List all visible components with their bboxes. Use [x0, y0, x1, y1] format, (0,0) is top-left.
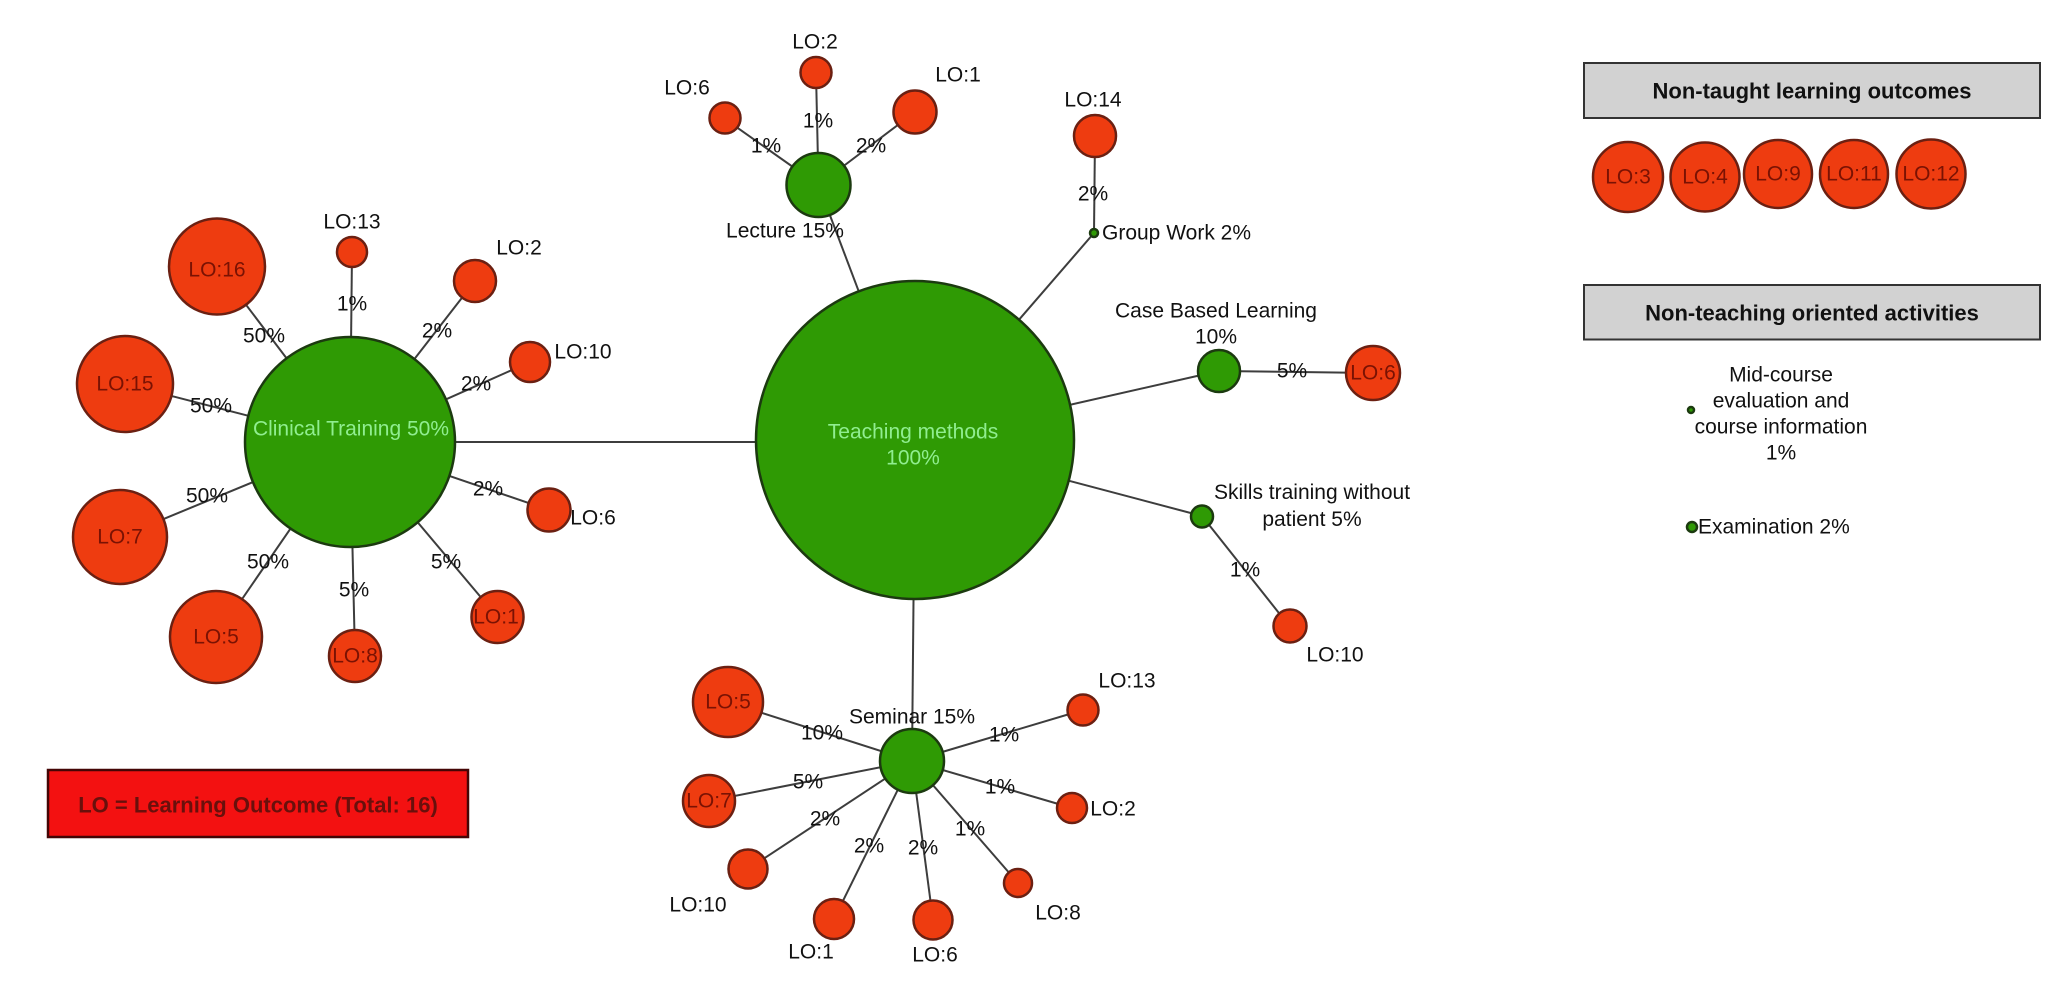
svg-text:LO:6: LO:6	[1350, 362, 1396, 385]
svg-text:2%: 2%	[473, 478, 503, 501]
svg-text:1%: 1%	[751, 135, 781, 158]
svg-text:10%: 10%	[1195, 326, 1237, 349]
svg-text:Case Based Learning: Case Based Learning	[1115, 300, 1317, 323]
svg-text:LO:13: LO:13	[323, 211, 380, 234]
svg-text:1%: 1%	[337, 293, 367, 316]
svg-text:2%: 2%	[1078, 183, 1108, 206]
svg-text:LO:5: LO:5	[193, 626, 239, 649]
svg-text:2%: 2%	[422, 320, 452, 343]
svg-text:LO:4: LO:4	[1682, 166, 1728, 189]
svg-text:LO:1: LO:1	[935, 64, 981, 87]
svg-text:Non-taught learning outcomes: Non-taught learning outcomes	[1653, 79, 1972, 104]
svg-text:50%: 50%	[243, 325, 285, 348]
svg-text:1%: 1%	[1230, 559, 1260, 582]
svg-text:LO:15: LO:15	[96, 373, 153, 396]
svg-text:5%: 5%	[339, 579, 369, 602]
svg-text:2%: 2%	[908, 837, 938, 860]
svg-text:5%: 5%	[793, 771, 823, 794]
svg-text:LO:8: LO:8	[1035, 902, 1081, 925]
svg-text:course information: course information	[1695, 416, 1868, 439]
svg-text:1%: 1%	[985, 776, 1015, 799]
svg-text:Mid-course: Mid-course	[1729, 364, 1833, 387]
svg-text:LO:7: LO:7	[97, 526, 143, 549]
svg-text:LO:13: LO:13	[1098, 670, 1155, 693]
svg-text:LO:6: LO:6	[912, 944, 958, 967]
svg-text:Lecture 15%: Lecture 15%	[726, 220, 844, 243]
svg-text:patient 5%: patient 5%	[1262, 508, 1361, 531]
svg-text:1%: 1%	[1766, 442, 1796, 465]
svg-text:LO:10: LO:10	[554, 341, 611, 364]
svg-text:Skills training without: Skills training without	[1214, 481, 1410, 504]
svg-text:LO:3: LO:3	[1605, 166, 1651, 189]
svg-text:2%: 2%	[810, 808, 840, 831]
svg-text:LO:2: LO:2	[792, 31, 838, 54]
svg-text:Non-teaching oriented activiti: Non-teaching oriented activities	[1645, 301, 1979, 326]
svg-text:LO:8: LO:8	[332, 645, 378, 668]
svg-text:5%: 5%	[1277, 360, 1307, 383]
svg-text:LO:12: LO:12	[1902, 163, 1959, 186]
svg-text:2%: 2%	[461, 373, 491, 396]
svg-text:2%: 2%	[856, 135, 886, 158]
svg-text:1%: 1%	[989, 724, 1019, 747]
svg-text:LO:1: LO:1	[788, 941, 834, 964]
svg-text:LO:6: LO:6	[570, 507, 616, 530]
svg-text:Seminar 15%: Seminar 15%	[849, 706, 975, 729]
svg-text:50%: 50%	[247, 551, 289, 574]
svg-text:5%: 5%	[431, 551, 461, 574]
svg-text:100%: 100%	[886, 447, 940, 470]
svg-text:LO:10: LO:10	[1306, 644, 1363, 667]
svg-text:LO:1: LO:1	[473, 606, 519, 629]
svg-text:LO:16: LO:16	[188, 259, 245, 282]
svg-text:50%: 50%	[190, 395, 232, 418]
svg-text:Clinical Training 50%: Clinical Training 50%	[253, 418, 449, 441]
svg-text:LO:11: LO:11	[1826, 163, 1882, 186]
svg-text:10%: 10%	[801, 722, 843, 745]
svg-text:1%: 1%	[955, 818, 985, 841]
svg-text:Examination 2%: Examination 2%	[1698, 516, 1850, 539]
svg-text:Group Work 2%: Group Work 2%	[1102, 222, 1251, 245]
svg-text:Teaching methods: Teaching methods	[828, 421, 998, 444]
svg-text:evaluation and: evaluation and	[1713, 390, 1850, 413]
svg-text:LO:6: LO:6	[664, 77, 710, 100]
svg-text:LO:14: LO:14	[1064, 89, 1122, 112]
svg-text:LO:2: LO:2	[1090, 798, 1136, 821]
svg-text:LO:9: LO:9	[1755, 163, 1801, 186]
svg-text:50%: 50%	[186, 485, 228, 508]
svg-text:LO:10: LO:10	[669, 894, 726, 917]
svg-text:LO:5: LO:5	[705, 691, 751, 714]
svg-text:LO = Learning Outcome (Total:: LO = Learning Outcome (Total: 16)	[78, 793, 438, 818]
svg-text:1%: 1%	[803, 110, 833, 133]
svg-text:LO:7: LO:7	[686, 790, 732, 813]
svg-text:LO:2: LO:2	[496, 237, 542, 260]
svg-text:2%: 2%	[854, 835, 884, 858]
